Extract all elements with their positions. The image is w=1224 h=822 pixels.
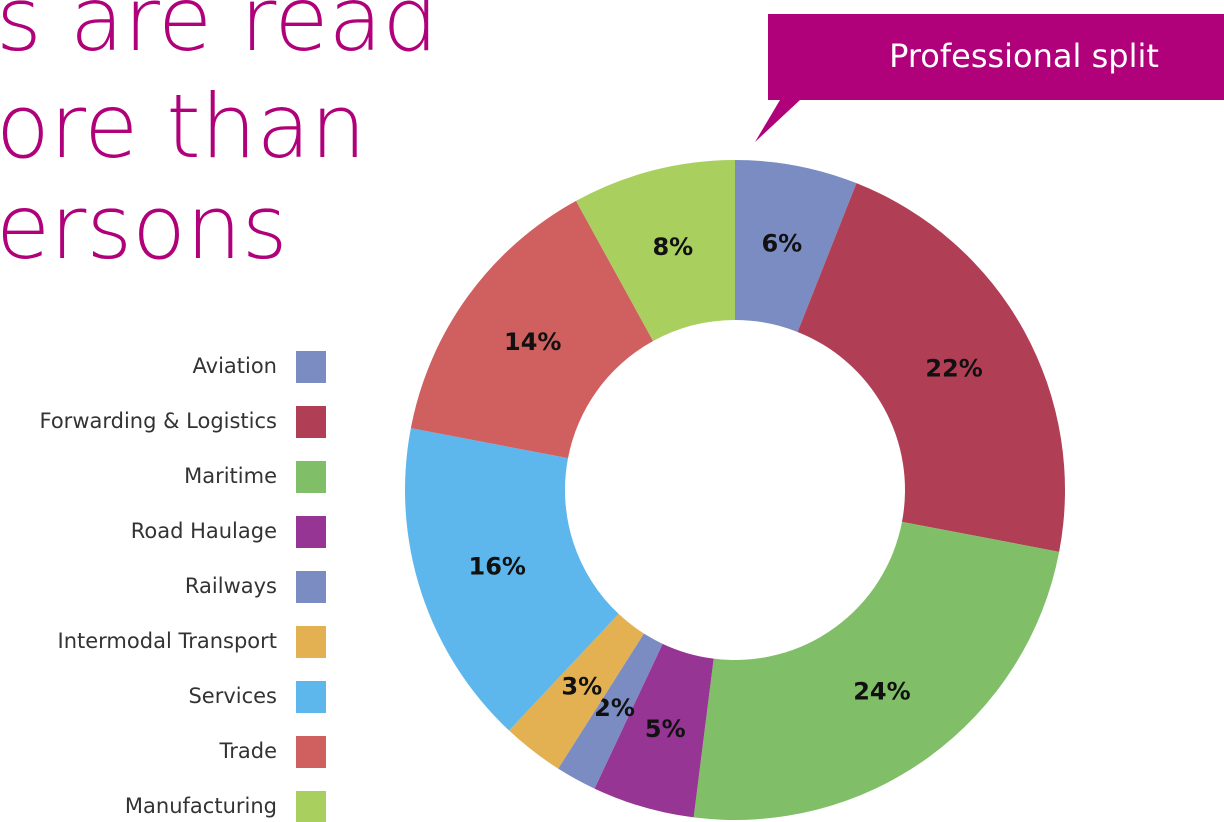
title-line: ore than	[0, 75, 366, 178]
donut-slice	[509, 613, 644, 769]
legend-label: Aviation	[193, 354, 278, 378]
legend-swatch	[296, 516, 326, 548]
title-line: s are read	[0, 0, 438, 71]
donut-slice	[735, 160, 857, 332]
donut-slice	[797, 183, 1065, 552]
legend-swatch	[296, 681, 326, 713]
donut-slice	[594, 643, 714, 818]
slice-label: 22%	[925, 355, 982, 383]
slice-label: 3%	[561, 673, 602, 701]
legend-label: Railways	[185, 574, 277, 598]
legend-label: Services	[188, 684, 277, 708]
slice-label: 24%	[853, 677, 910, 705]
legend-swatch	[296, 736, 326, 768]
legend-label: Road Haulage	[131, 519, 277, 543]
legend-label: Trade	[219, 739, 278, 763]
legend-label: Intermodal Transport	[58, 629, 277, 653]
slice-label: 14%	[504, 328, 561, 356]
slice-label: 16%	[469, 552, 526, 580]
legend-swatch	[296, 461, 326, 493]
legend-label: Manufacturing	[125, 794, 277, 818]
donut-slice	[576, 160, 735, 342]
donut-slice	[693, 521, 1060, 820]
donut-slice	[405, 428, 619, 731]
title-line: ersons	[0, 176, 288, 279]
legend-swatch	[296, 626, 326, 658]
legend-swatch	[296, 791, 326, 822]
legend-label: Maritime	[184, 464, 277, 488]
callout-box	[755, 14, 1224, 142]
legend-label: Forwarding & Logistics	[40, 409, 278, 433]
slice-label: 6%	[761, 229, 802, 257]
legend-swatch	[296, 571, 326, 603]
donut-slice	[410, 200, 654, 459]
slice-label: 5%	[645, 715, 686, 743]
legend-swatch	[296, 351, 326, 383]
donut-slice	[558, 633, 663, 789]
callout-text: Professional split	[889, 37, 1159, 75]
legend-swatch	[296, 406, 326, 438]
slice-label: 8%	[652, 233, 693, 261]
